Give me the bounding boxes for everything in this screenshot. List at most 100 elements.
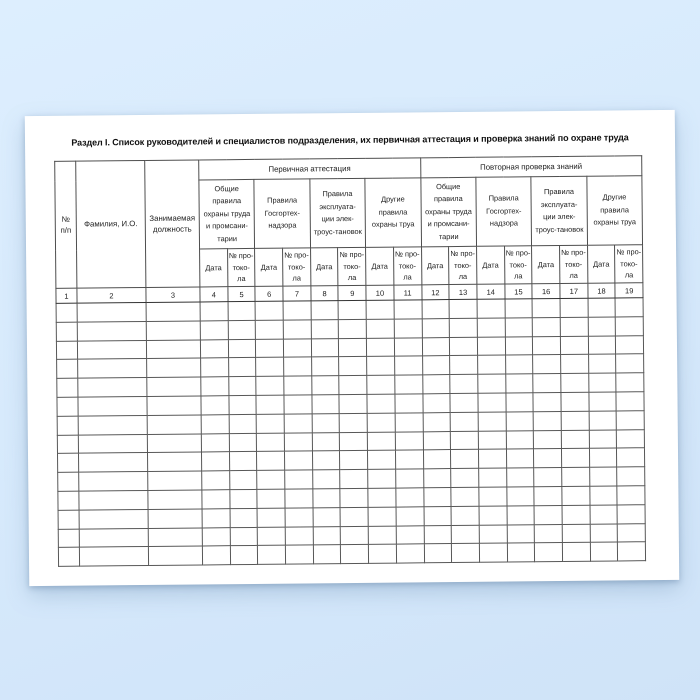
table-cell — [56, 397, 79, 417]
column-number-cell: 18 — [587, 282, 616, 299]
table-cell — [561, 429, 590, 449]
table-cell — [57, 453, 79, 473]
table-cell — [532, 298, 561, 318]
attestation-table: № п/п Фамилия, И.О. Занимаемая должность… — [54, 155, 646, 567]
table-cell — [587, 316, 616, 336]
table-cell — [616, 429, 645, 449]
table-cell — [478, 411, 506, 431]
rule-header-gosgortech: Правила Госгортех- надзора — [475, 176, 532, 247]
column-number-cell: 10 — [366, 285, 394, 301]
table-cell — [617, 466, 645, 486]
rule-header-gosgortech: Правила Госгортех- надзора — [254, 178, 311, 249]
table-cell — [477, 317, 506, 337]
table-cell — [449, 299, 478, 319]
table-cell — [312, 507, 341, 527]
table-cell — [310, 300, 339, 320]
table-cell — [339, 450, 368, 470]
table-cell — [505, 373, 534, 394]
table-cell — [58, 528, 80, 548]
table-cell — [394, 337, 423, 357]
table-cell — [588, 410, 617, 430]
header-cell-name: Фамилия, И.О. — [75, 160, 146, 289]
table-cell — [423, 506, 452, 526]
table-cell — [616, 410, 645, 430]
table-cell — [561, 486, 590, 506]
table-cell — [367, 450, 396, 470]
table-cell — [395, 468, 424, 489]
table-cell — [284, 451, 313, 471]
column-number-cell: 19 — [615, 282, 644, 298]
table-cell — [57, 415, 79, 435]
table-cell — [477, 336, 506, 356]
table-cell — [450, 468, 479, 488]
table-cell — [79, 509, 149, 529]
table-cell — [423, 543, 452, 563]
table-cell — [561, 448, 590, 468]
table-cell — [506, 505, 535, 525]
table-cell — [422, 412, 451, 432]
table-cell — [393, 299, 422, 319]
table-cell — [339, 375, 368, 395]
table-cell — [450, 430, 479, 450]
table-cell — [310, 319, 339, 339]
table-cell — [58, 509, 80, 529]
table-cell — [311, 338, 340, 358]
rule-header-general: Общие правила охраны труда и промсани- т… — [198, 179, 255, 249]
table-cell — [255, 357, 284, 377]
document-title: Раздел I. Список руководителей и специал… — [71, 132, 629, 148]
table-cell — [478, 486, 507, 507]
table-cell — [560, 317, 589, 337]
table-cell — [562, 504, 590, 525]
table-cell — [534, 542, 563, 562]
table-cell — [77, 358, 147, 379]
table-cell — [617, 485, 646, 505]
table-cell — [450, 393, 479, 413]
table-cell — [312, 526, 341, 546]
table-cell — [200, 358, 229, 378]
table-cell — [588, 335, 616, 355]
table-cell — [477, 355, 506, 375]
table-cell — [146, 320, 201, 341]
table-cell — [338, 337, 367, 358]
protocol-header-cell: № про- токо- ла — [614, 244, 643, 283]
table-cell — [366, 337, 395, 357]
table-cell — [368, 506, 397, 526]
table-cell — [200, 301, 228, 321]
table-cell — [366, 375, 395, 395]
table-cell — [532, 354, 561, 374]
column-number-cell: 5 — [227, 286, 256, 302]
table-cell — [283, 319, 312, 339]
table-cell — [477, 374, 506, 394]
table-cell — [311, 413, 340, 433]
table-cell — [283, 300, 311, 320]
table-cell — [617, 504, 646, 524]
table-cell — [450, 412, 479, 432]
table-cell — [367, 412, 396, 432]
table-cell — [148, 527, 203, 547]
table-cell — [256, 376, 285, 396]
table-cell — [588, 354, 617, 374]
table-cell — [367, 488, 396, 508]
column-number-cell: 13 — [449, 284, 477, 300]
date-header-cell: Дата — [587, 244, 616, 284]
table-cell — [146, 358, 201, 378]
table-cell — [451, 524, 480, 544]
protocol-header-cell: № про- токо- ла — [337, 247, 367, 286]
table-cell — [589, 485, 618, 505]
table-cell — [257, 489, 286, 509]
table-cell — [560, 373, 589, 393]
column-number-cell: 14 — [476, 284, 505, 300]
table-cell — [449, 355, 478, 375]
table-cell — [79, 528, 149, 548]
table-cell — [78, 471, 148, 492]
table-cell — [394, 412, 423, 432]
table-cell — [311, 375, 340, 395]
table-cell — [560, 354, 589, 374]
table-cell — [78, 434, 148, 454]
table-cell — [56, 359, 78, 379]
table-cell — [228, 357, 257, 377]
table-cell — [146, 395, 202, 416]
table-cell — [56, 321, 78, 341]
table-cell — [561, 467, 590, 487]
